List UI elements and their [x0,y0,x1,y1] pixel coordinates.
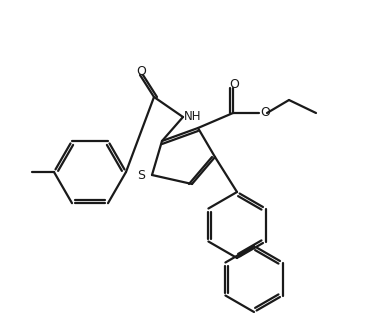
Text: O: O [136,64,146,77]
Text: O: O [229,77,239,91]
Text: S: S [137,168,145,181]
Text: O: O [260,106,270,119]
Text: NH: NH [184,110,201,123]
